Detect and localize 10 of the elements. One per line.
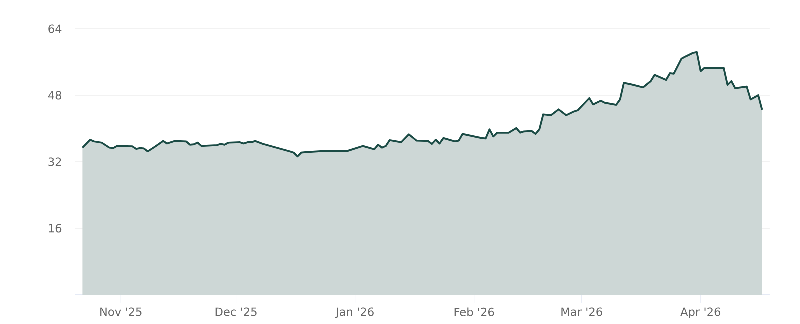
y-tick-label: 16 <box>49 224 62 233</box>
y-tick-label: 48 <box>48 91 62 100</box>
x-tick-label: Dec '25 <box>216 308 257 316</box>
y-tick-label: 32 <box>48 158 62 166</box>
x-tick-label: Feb '26 <box>454 308 494 316</box>
x-tick-label: Nov '25 <box>100 308 142 316</box>
x-tick-label: Mar '26 <box>562 308 602 316</box>
x-tick-label: Jan '26 <box>335 308 374 318</box>
y-tick-label: 64 <box>48 24 62 34</box>
x-tick-label: Apr '26 <box>680 308 721 318</box>
